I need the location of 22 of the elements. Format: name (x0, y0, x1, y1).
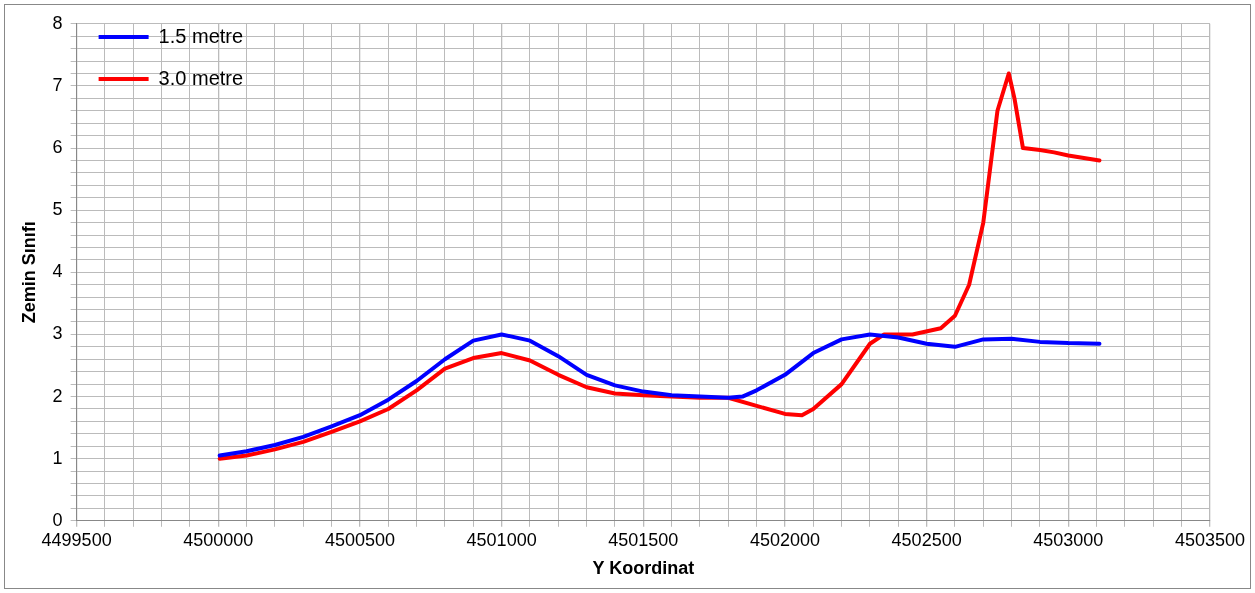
y-tick-label: 8 (52, 12, 63, 33)
x-tick-label: 4502000 (749, 529, 820, 550)
x-tick-label: 4503000 (1033, 529, 1104, 550)
x-axis-title: Y Koordinat (592, 558, 695, 579)
y-axis-title: Zemin Sınıfı (18, 221, 39, 324)
y-tick-label: 4 (52, 261, 63, 282)
x-tick-label: 4501500 (608, 529, 679, 550)
x-tick-label: 4499500 (41, 529, 112, 550)
legend-label: 3.0 metre (158, 66, 244, 89)
y-tick-label: 0 (52, 509, 63, 530)
y-tick-label: 5 (52, 199, 63, 220)
x-tick-label: 4503500 (1174, 529, 1245, 550)
x-tick-label: 4500000 (183, 529, 254, 550)
legend-label: 1.5 metre (158, 24, 244, 47)
x-tick-label: 4500500 (324, 529, 395, 550)
x-tick-label: 4501000 (466, 529, 537, 550)
x-tick-label: 4502500 (891, 529, 962, 550)
y-tick-label: 1 (52, 447, 63, 468)
y-tick-label: 6 (52, 137, 63, 158)
y-tick-label: 7 (52, 74, 63, 95)
y-tick-label: 3 (52, 323, 63, 344)
y-tick-label: 2 (52, 385, 63, 406)
